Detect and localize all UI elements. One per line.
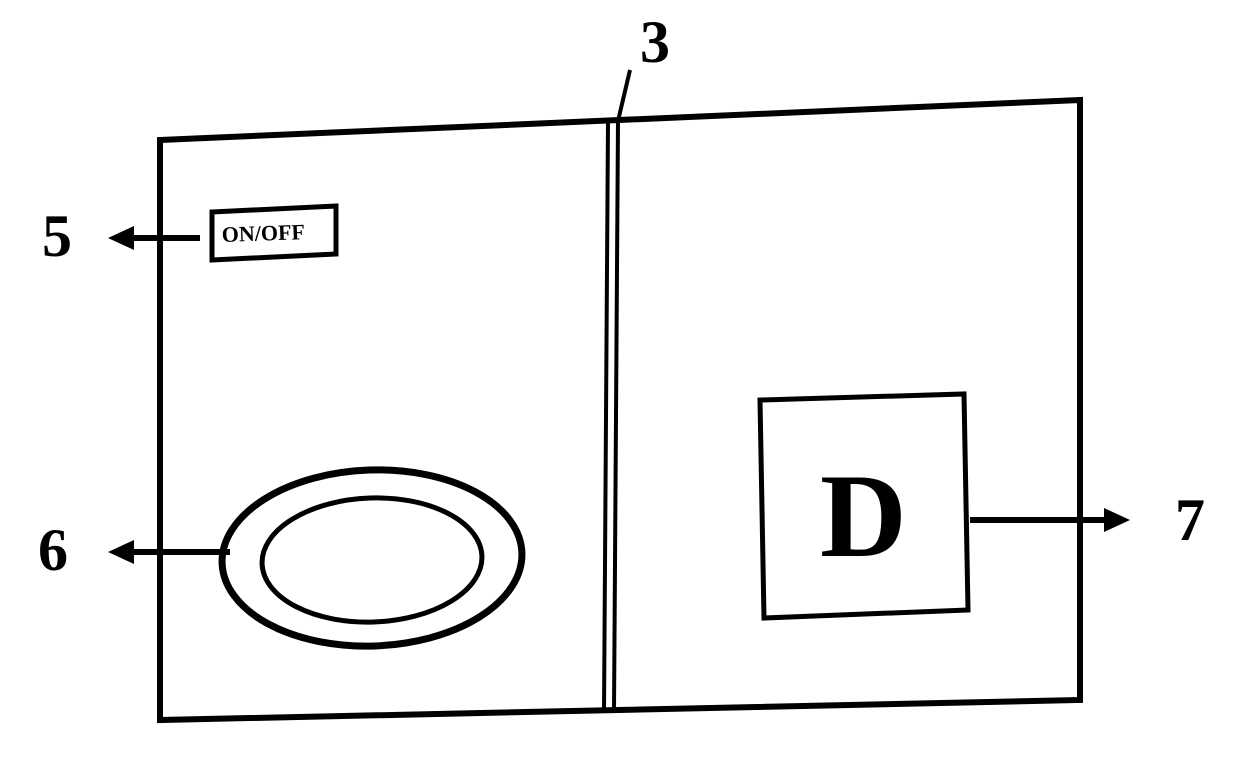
- ref-label-6: 6: [38, 517, 68, 583]
- d-panel: D: [760, 394, 968, 618]
- ref-label-3: 3: [640, 9, 670, 75]
- ref-label-7: 7: [1175, 487, 1205, 553]
- on-off-switch-label: ON/OFF: [221, 219, 305, 247]
- on-off-switch[interactable]: ON/OFF: [212, 206, 336, 260]
- d-panel-letter: D: [820, 449, 907, 582]
- ref-label-5: 5: [42, 203, 72, 269]
